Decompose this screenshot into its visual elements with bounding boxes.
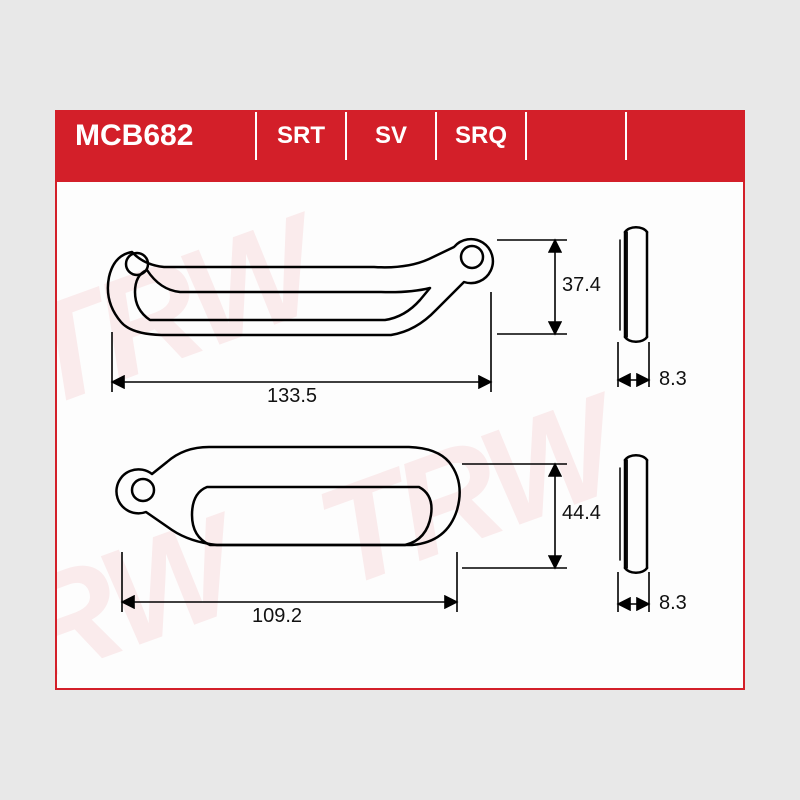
tag-cell-1: SV	[347, 112, 437, 160]
part-number-cell: MCB682	[57, 112, 257, 160]
top-pad-hole-right	[461, 246, 483, 268]
diagram-svg	[57, 182, 745, 690]
tag-text-0: SRT	[277, 122, 325, 150]
header-spacer-1	[527, 112, 627, 160]
dim-bottom-thick: 8.3	[659, 592, 687, 615]
tag-text-1: SV	[375, 122, 407, 150]
dim-bottom-length: 109.2	[252, 605, 302, 628]
bottom-pad-outline	[116, 447, 459, 545]
bottom-pad-sideview	[620, 455, 647, 573]
top-pad-inner	[135, 270, 430, 320]
top-pad-sideview	[620, 227, 647, 342]
header-spacer-2	[627, 112, 743, 160]
part-number-text: MCB682	[75, 119, 193, 153]
dim-top-height: 37.4	[562, 274, 601, 297]
bottom-pad-hole	[132, 479, 154, 501]
dim-bottom-height: 44.4	[562, 502, 601, 525]
dim-top-length: 133.5	[267, 385, 317, 408]
header-bar: MCB682 SRT SV SRQ	[57, 112, 743, 182]
spec-frame: MCB682 SRT SV SRQ TRW TRW TRW	[55, 110, 745, 690]
drawing-canvas: 37.4 133.5 8.3 44.4 109.2 8.3	[57, 182, 743, 688]
tag-text-2: SRQ	[455, 122, 507, 150]
bottom-pad-inner	[192, 487, 432, 545]
tag-cell-0: SRT	[257, 112, 347, 160]
tag-cell-2: SRQ	[437, 112, 527, 160]
dim-top-thick: 8.3	[659, 368, 687, 391]
